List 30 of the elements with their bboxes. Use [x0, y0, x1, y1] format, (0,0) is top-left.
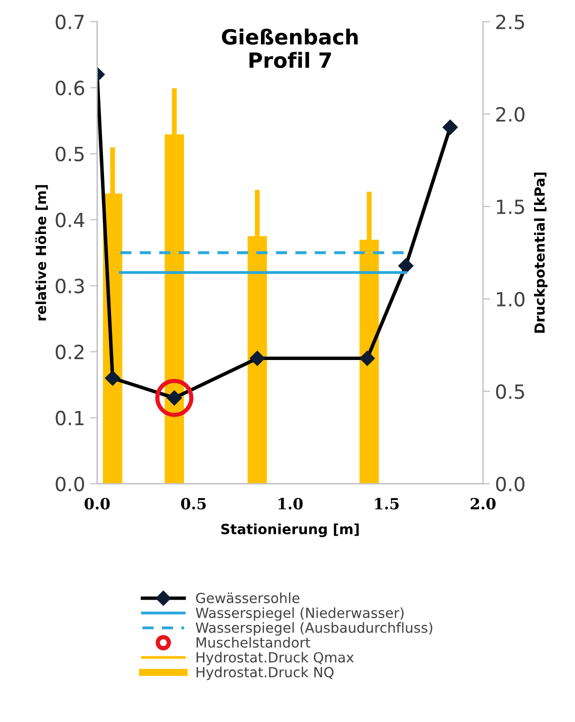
x-tick-label: 1.0 [278, 498, 303, 510]
legend-label: Muschelstandort [196, 636, 310, 648]
legend-label: Hydrostat.Druck Qmax [196, 652, 354, 666]
y2-tick-label: 2.5 [496, 14, 524, 30]
legend-label: Wasserspiegel (Ausbaudurchfluss) [196, 622, 432, 636]
y2-tick-label: 1.5 [496, 200, 524, 214]
point [155, 378, 194, 418]
y-axis-title: relative Höhe [m] [35, 185, 48, 320]
legend-label: Wasserspiegel (Niederwasser) [196, 607, 404, 621]
y-tick-label: 0.4 [56, 212, 84, 228]
y-tick-label: 0.6 [56, 80, 84, 96]
legend-label: Gewässersohle [196, 592, 300, 604]
legend-label: Hydrostat.Druck NQ [196, 666, 334, 680]
y-tick-label: 0.3 [56, 278, 84, 294]
text: Gießenbach Profil 7 [222, 28, 358, 68]
x-tick-label: 2.0 [470, 498, 496, 510]
y2-tick-label: 1.0 [496, 292, 524, 307]
y-tick-label: 0.5 [56, 146, 84, 162]
y2-tick-label: 0.5 [496, 384, 524, 399]
y-tick-label: 0.2 [56, 344, 84, 360]
y2-tick-label: 2.0 [496, 107, 524, 122]
y-tick-label: 0.1 [56, 410, 84, 426]
y-tick-label: 0.0 [56, 476, 84, 492]
x-tick-label: 1.5 [375, 498, 399, 510]
y-tick-label: 0.7 [56, 14, 84, 30]
x-tick-label: 0.0 [84, 498, 110, 510]
x-axis-title: Stationierung [m] [221, 524, 359, 538]
y2-axis-title: Druckpotential [kPa] [534, 172, 548, 333]
y2-tick-label: 0.0 [496, 476, 524, 492]
x-tick-label: 0.5 [181, 498, 206, 510]
